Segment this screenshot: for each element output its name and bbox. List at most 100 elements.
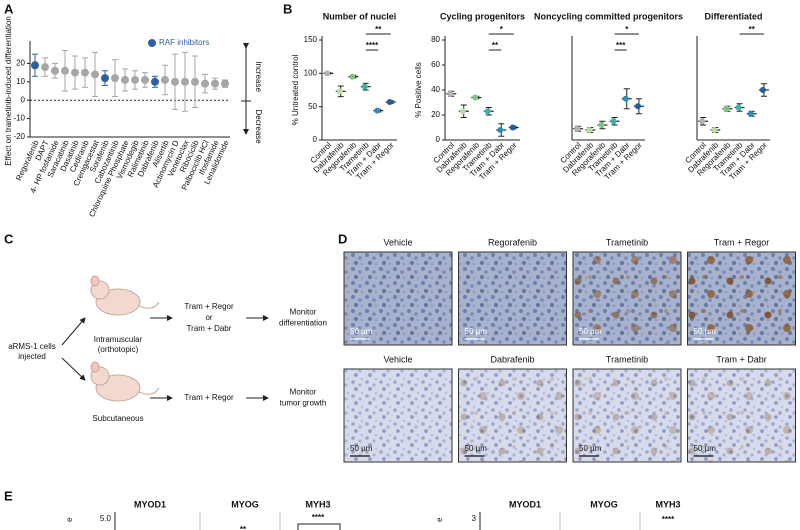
legend-marker — [148, 39, 156, 47]
chart-title: Differentiated — [704, 11, 762, 21]
dot — [747, 110, 754, 117]
outcome-label: tumor growth — [280, 399, 327, 408]
y-tick-label: 100 — [304, 68, 318, 77]
y-tick-label: -20 — [13, 132, 25, 141]
treatment-label: Tram + Dabr — [187, 324, 232, 333]
y-label-fragment: e — [65, 517, 74, 522]
dot — [586, 127, 593, 133]
dot — [336, 88, 343, 95]
y-axis-label: % Untreated control — [291, 54, 300, 125]
scale-bar-label: 50 µm — [579, 327, 602, 336]
y-tick-label: 20 — [431, 110, 440, 119]
site-label: Intramuscular — [94, 335, 143, 344]
dot — [349, 73, 356, 80]
chart-title: Number of nuclei — [323, 11, 397, 21]
dot — [201, 79, 209, 88]
stain-overlay — [573, 252, 681, 345]
dot — [211, 79, 219, 88]
dot — [723, 105, 730, 112]
y-tick-label: 0 — [436, 135, 441, 144]
stain-overlay — [573, 369, 681, 462]
y-tick-label: 150 — [304, 35, 318, 44]
sig-label: **** — [312, 513, 325, 522]
y-tick-label: 60 — [431, 60, 440, 69]
treatment-label: Tram + Regor — [184, 302, 234, 311]
sig-label: ** — [240, 525, 247, 530]
outcome-label: differentiation — [279, 319, 327, 328]
dot — [386, 99, 393, 105]
y-tick-label: 50 — [308, 102, 317, 111]
dot — [447, 90, 454, 97]
dot — [374, 107, 381, 114]
scale-bar-label: 50 µm — [694, 327, 717, 336]
mouse-icon — [90, 361, 160, 402]
dot — [91, 70, 99, 79]
dot — [472, 94, 479, 101]
gene-title: MYOD1 — [134, 499, 166, 509]
gene-title: MYOD1 — [509, 499, 541, 509]
sig-bracket — [297, 523, 341, 530]
scale-bar-label: 50 µm — [579, 444, 602, 453]
tile-label: Vehicle — [383, 354, 412, 364]
dot — [711, 127, 718, 133]
y-tick-label: 0 — [313, 135, 318, 144]
site-label: Subcutaneous — [92, 414, 143, 423]
dot — [181, 77, 189, 86]
chart-title: Noncycling committed progenitors — [534, 11, 683, 21]
micrograph — [343, 368, 453, 463]
stain-overlay — [458, 369, 567, 462]
arrow — [61, 317, 86, 346]
y-tick-label: 3 — [472, 514, 477, 523]
dot — [361, 83, 368, 90]
scale-bar-label: 50 µm — [465, 327, 488, 336]
micrograph — [458, 251, 567, 346]
sig-label: ** — [749, 25, 756, 34]
dot — [759, 87, 766, 93]
dot — [121, 75, 129, 84]
dot — [484, 108, 491, 115]
sig-label: * — [625, 25, 629, 34]
dot — [51, 66, 59, 75]
dot — [71, 68, 79, 77]
mouse-icon — [90, 275, 160, 316]
sig-label: ** — [492, 41, 499, 50]
outcome-label: Monitor — [290, 388, 317, 397]
dot — [161, 75, 169, 84]
stain-overlay — [687, 252, 796, 345]
sig-label: **** — [366, 41, 379, 50]
annotation: Increase — [254, 61, 263, 92]
gene-title: MYH3 — [655, 499, 680, 509]
dot — [191, 77, 199, 86]
dot — [141, 75, 149, 84]
tile-label: Trametinib — [606, 354, 648, 364]
stain-overlay — [687, 369, 796, 462]
dot — [497, 127, 504, 133]
panel-letter: E — [4, 488, 13, 503]
tile-label: Trametinib — [606, 237, 648, 247]
tile-label: Dabrafenib — [490, 354, 534, 364]
dot — [221, 79, 229, 88]
dot — [735, 104, 742, 111]
y-tick-label: 10 — [16, 77, 25, 86]
panel-letter: A — [4, 1, 14, 16]
y-axis-label: Effect on trametinib-induced differentia… — [4, 16, 13, 166]
tile-label: Vehicle — [383, 237, 412, 247]
dot — [324, 70, 331, 77]
sig-label: **** — [662, 515, 675, 524]
sig-label: *** — [616, 41, 626, 50]
annotation: Decrease — [254, 109, 263, 144]
legend-label: RAF inhibitors — [159, 38, 209, 47]
tile-label: Tram + Dabr — [716, 354, 766, 364]
gene-title: MYOG — [231, 499, 259, 509]
dot — [81, 68, 89, 77]
site-label: (orthotopic) — [98, 345, 139, 354]
tile-label: Regorafenib — [488, 237, 537, 247]
diagram-start: injected — [18, 352, 46, 361]
dot — [31, 61, 39, 70]
gene-title: MYH3 — [305, 499, 330, 509]
dot — [634, 103, 641, 110]
dot — [101, 74, 109, 83]
dot — [509, 124, 516, 131]
outcome-label: Monitor — [290, 308, 317, 317]
